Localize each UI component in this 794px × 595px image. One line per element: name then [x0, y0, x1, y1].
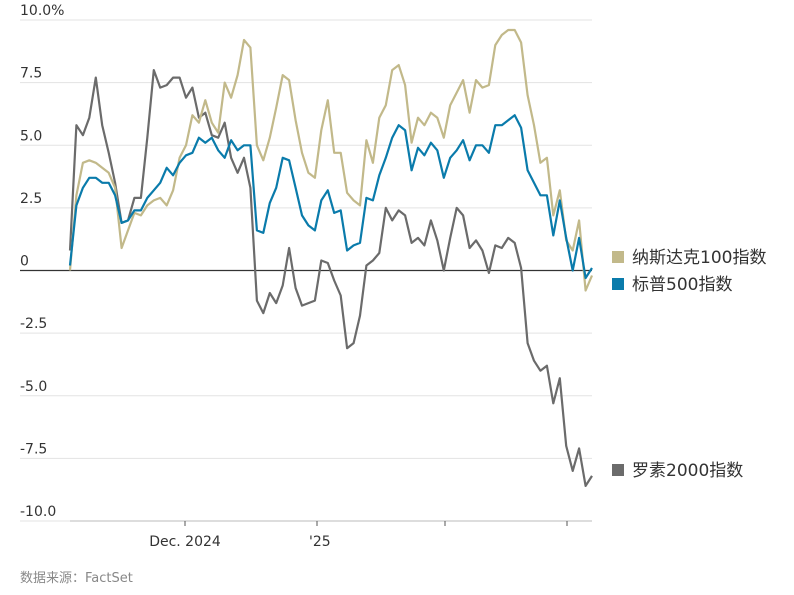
legend-label-1: 标普500指数	[632, 275, 732, 295]
y-axis-labels: 10.0% 7.5 5.0 2.5 0 -2.5 -5.0 -7.5 -10.0	[20, 3, 64, 520]
y-tick-label: -5.0	[20, 379, 47, 395]
legend-swatch-0	[612, 251, 624, 263]
y-tick-label: -2.5	[20, 316, 47, 332]
y-tick-label: -10.0	[20, 504, 56, 520]
y-tick-label: 5.0	[20, 128, 42, 144]
x-tick-label: Dec. 2024	[149, 534, 221, 550]
y-tick-label: 10.0%	[20, 3, 64, 19]
legend-label-0: 纳斯达克100指数	[632, 248, 766, 268]
y-tick-label: -7.5	[20, 441, 47, 457]
series-line-0	[68, 28, 594, 292]
source-note: 数据来源：FactSet	[20, 571, 133, 586]
series-line-1	[68, 114, 593, 280]
legend-label-2: 罗素2000指数	[632, 461, 743, 481]
legend-swatch-1	[612, 278, 624, 290]
series-line-2	[68, 69, 593, 487]
y-tick-label: 0	[20, 254, 29, 270]
grid	[20, 19, 592, 522]
x-tick-label: '25	[309, 534, 331, 550]
series-lines	[68, 28, 594, 487]
y-tick-label: 7.5	[20, 66, 42, 82]
y-tick-label: 2.5	[20, 191, 42, 207]
x-axis: Dec. 2024 '25	[70, 520, 592, 550]
legend-swatch-2	[612, 464, 624, 476]
